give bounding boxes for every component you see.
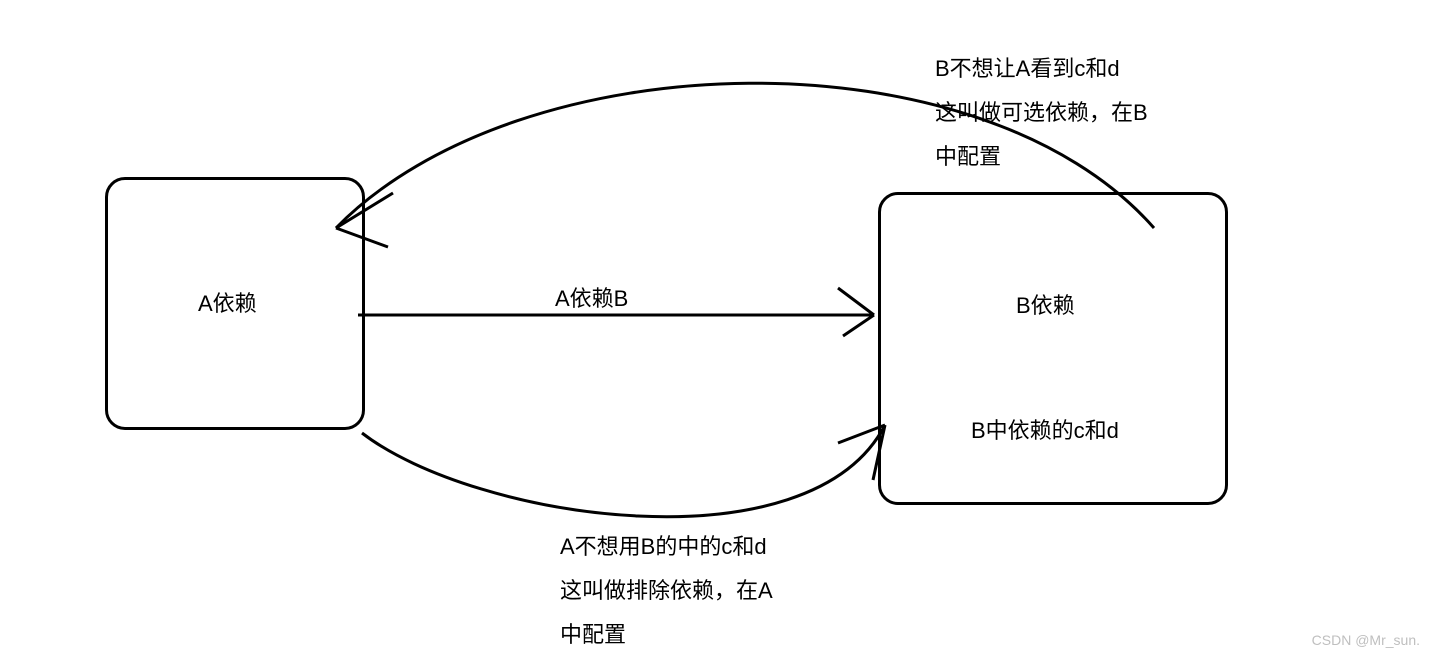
node-b-label-top: B依赖 <box>1016 285 1075 327</box>
watermark-text: CSDN @Mr_sun. <box>1312 632 1420 648</box>
top-arc-label-3: 中配置 <box>935 136 1001 178</box>
bottom-arc-label-3: 中配置 <box>560 614 626 656</box>
node-b-box: B依赖 B中依赖的c和d <box>878 192 1228 505</box>
node-a-label: A依赖 <box>198 283 257 325</box>
top-arc-label-2: 这叫做可选依赖，在B <box>935 92 1148 134</box>
bottom-arc-label-2: 这叫做排除依赖，在A <box>560 570 773 612</box>
center-arrow-label: A依赖B <box>555 278 628 320</box>
node-b-label-bottom: B中依赖的c和d <box>971 410 1119 452</box>
bottom-arc-label-1: A不想用B的中的c和d <box>560 526 767 568</box>
center-arrow-head <box>838 288 874 336</box>
top-arc-label-1: B不想让A看到c和d <box>935 48 1120 90</box>
bottom-arc-line <box>362 425 885 517</box>
node-a-box: A依赖 <box>105 177 365 430</box>
